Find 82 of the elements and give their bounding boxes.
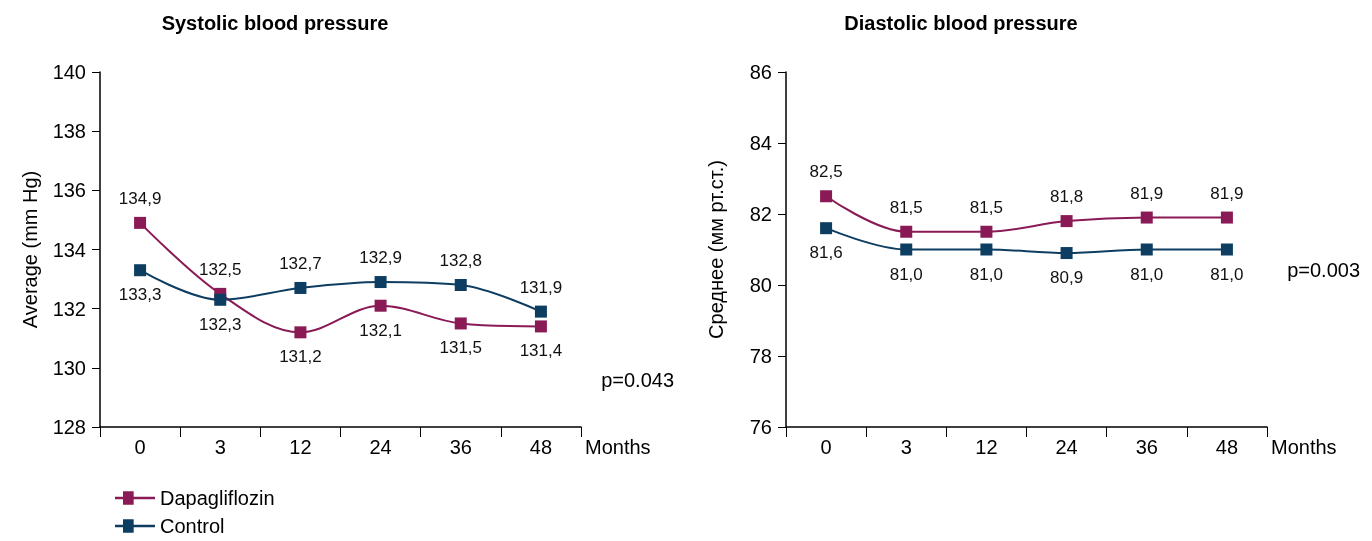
y-tick-label: 78	[749, 345, 772, 367]
y-tick-label: 76	[749, 416, 772, 438]
y-axis-title: Среднее (мм рт.ст.)	[705, 160, 727, 339]
data-label: 81,9	[1130, 183, 1164, 203]
point	[134, 264, 147, 277]
x-tick-label: 48	[1215, 436, 1239, 458]
y-tick-label: 130	[52, 356, 86, 379]
data-label: 131,9	[519, 277, 563, 297]
point	[1220, 243, 1233, 256]
point	[1060, 247, 1073, 260]
data-label: 131,5	[439, 338, 483, 358]
point	[454, 279, 467, 291]
x-tick-label: 48	[529, 436, 553, 458]
data-label: 132,1	[359, 320, 402, 340]
data-label: 131,2	[279, 347, 322, 367]
data-label: 134,9	[118, 188, 162, 208]
x-tick-label: 36	[1135, 436, 1158, 458]
x-tick-label: 0	[820, 436, 832, 458]
chart-title: Diastolic blood pressure	[844, 12, 1078, 34]
point	[900, 243, 913, 256]
data-label: 81,0	[889, 264, 923, 284]
data-label: 81,6	[809, 243, 843, 263]
y-tick-label: 132	[52, 297, 86, 320]
data-label: 81,0	[1210, 264, 1244, 284]
point	[900, 225, 913, 238]
point	[374, 299, 387, 312]
x-tick-label: 24	[369, 436, 392, 458]
legend-label: Control	[160, 515, 225, 537]
y-tick-label: 80	[749, 274, 772, 296]
data-label: 132,7	[279, 253, 322, 273]
point	[534, 305, 547, 318]
data-label: 131,4	[519, 341, 563, 361]
point	[820, 190, 833, 203]
y-tick-label: 82	[749, 203, 772, 225]
point	[1140, 243, 1153, 256]
point	[980, 243, 993, 256]
point	[1060, 215, 1073, 228]
y-tick-label: 138	[52, 120, 86, 143]
point	[820, 222, 833, 235]
data-label: 80,9	[1050, 268, 1084, 288]
x-tick-label: 36	[449, 436, 472, 458]
point	[294, 326, 307, 339]
data-label: 81,8	[1050, 187, 1084, 207]
point	[1140, 211, 1153, 224]
text: p=0.003	[1287, 259, 1361, 281]
point	[294, 281, 307, 294]
data-label: 132,8	[439, 251, 483, 270]
x-tick-label: 0	[134, 436, 146, 458]
text: p=0.043	[601, 369, 675, 391]
y-tick-label: 84	[749, 132, 772, 154]
data-label: 81,0	[969, 264, 1003, 284]
data-label: 82,5	[809, 162, 843, 182]
data-label: 132,9	[359, 248, 402, 268]
point	[134, 216, 147, 229]
y-tick-label: 134	[52, 238, 86, 261]
data-label: 81,0	[1130, 264, 1164, 284]
data-label: 132,3	[198, 314, 242, 334]
y-tick-label: 128	[52, 416, 86, 438]
legend-label: Dapagliflozin	[160, 487, 275, 509]
point	[214, 293, 227, 306]
x-axis-title: Months	[585, 436, 651, 458]
y-tick-label: 86	[749, 61, 772, 83]
point	[980, 225, 993, 238]
x-axis-title: Months	[1271, 436, 1337, 458]
data-label: 132,5	[198, 259, 242, 279]
y-axis-title: Average (mm Hg)	[19, 170, 41, 329]
data-label: 81,5	[969, 197, 1003, 217]
point	[1220, 211, 1233, 224]
data-label: 133,3	[118, 285, 162, 305]
x-tick-label: 3	[214, 436, 226, 458]
point	[374, 276, 387, 289]
x-tick-label: 3	[900, 436, 912, 458]
data-label: 81,9	[1210, 183, 1244, 203]
data-label: 81,5	[889, 197, 923, 217]
chart-title: Systolic blood pressure	[161, 12, 389, 34]
x-tick-label: 24	[1055, 436, 1078, 458]
x-tick-label: 12	[975, 436, 998, 458]
y-tick-label: 140	[52, 61, 86, 83]
x-tick-label: 12	[289, 436, 312, 458]
point	[534, 320, 547, 333]
y-tick-label: 136	[52, 179, 86, 202]
point	[454, 317, 467, 330]
